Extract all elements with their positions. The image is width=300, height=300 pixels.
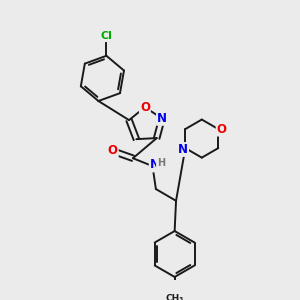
Text: O: O bbox=[140, 101, 150, 114]
Text: CH₃: CH₃ bbox=[166, 294, 184, 300]
Text: O: O bbox=[217, 123, 226, 136]
Text: O: O bbox=[108, 145, 118, 158]
Text: N: N bbox=[178, 143, 188, 156]
Text: N: N bbox=[150, 158, 160, 172]
Text: H: H bbox=[157, 158, 165, 168]
Text: N: N bbox=[157, 112, 167, 125]
Text: Cl: Cl bbox=[100, 31, 112, 41]
